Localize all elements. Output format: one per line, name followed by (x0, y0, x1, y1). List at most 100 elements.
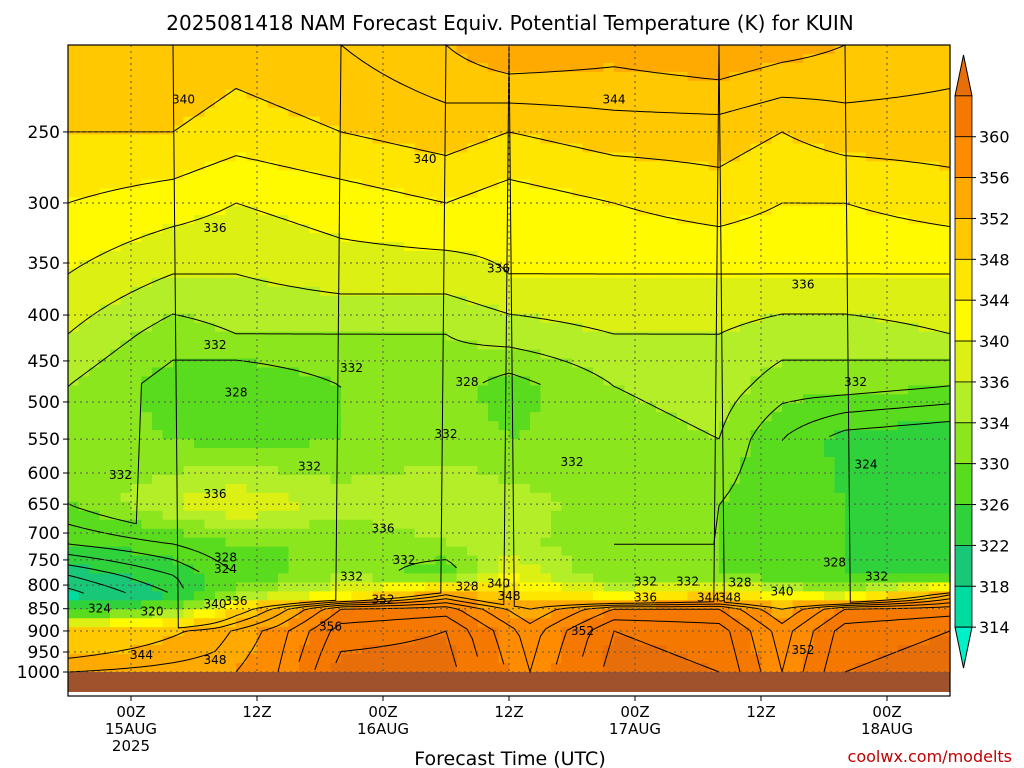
field-cell (299, 116, 311, 127)
field-cell (425, 286, 437, 297)
field-cell (635, 89, 647, 100)
field-cell (257, 340, 269, 351)
field-cell (236, 483, 248, 494)
field-cell (425, 385, 437, 395)
field-cell (330, 358, 342, 369)
field-cell (320, 45, 332, 55)
field-cell (236, 340, 248, 351)
field-cell (120, 242, 132, 252)
field-cell (309, 564, 321, 575)
field-cell (120, 277, 132, 288)
field-cell (824, 242, 836, 252)
field-cell (918, 331, 930, 342)
field-cell (813, 170, 825, 180)
field-cell (278, 573, 290, 584)
field-cell (876, 421, 888, 431)
field-cell (740, 519, 752, 530)
field-cell (771, 53, 783, 64)
field-cell (225, 161, 237, 171)
field-cell (918, 457, 930, 467)
field-cell (813, 98, 825, 109)
field-cell (803, 394, 815, 404)
field-cell (215, 385, 227, 395)
field-cell (288, 322, 300, 333)
field-cell (78, 555, 90, 566)
field-cell (498, 251, 510, 261)
field-cell (257, 421, 269, 431)
field-cell (519, 358, 531, 369)
field-cell (530, 421, 542, 431)
field-cell (729, 197, 741, 207)
field-cell (698, 251, 710, 261)
field-cell (141, 152, 153, 163)
field-cell (603, 98, 615, 109)
field-cell (530, 492, 542, 503)
field-cell (383, 259, 395, 270)
field-cell (278, 206, 290, 216)
field-cell (677, 412, 689, 422)
field-cell (698, 188, 710, 198)
field-cell (897, 358, 909, 369)
field-cell (78, 215, 90, 225)
field-cell (89, 519, 101, 530)
field-cell (593, 537, 605, 548)
field-cell (498, 439, 510, 449)
field-cell (141, 134, 153, 145)
field-cell (68, 251, 80, 261)
field-cell (288, 170, 300, 180)
field-cell (467, 403, 479, 413)
field-cell (845, 313, 857, 324)
field-cell (414, 474, 426, 485)
field-cell (183, 412, 195, 422)
field-cell (551, 71, 563, 82)
field-cell (204, 161, 216, 171)
field-cell (330, 242, 342, 252)
field-cell (393, 45, 405, 55)
field-cell (824, 179, 836, 189)
field-cell (435, 474, 447, 485)
field-cell (183, 53, 195, 64)
field-cell (435, 430, 447, 440)
field-cell (677, 259, 689, 270)
field-cell (414, 358, 426, 369)
field-cell (215, 546, 227, 557)
field-cell (278, 367, 290, 378)
field-cell (813, 439, 825, 449)
field-cell (477, 439, 489, 449)
field-cell (614, 465, 626, 476)
field-cell (761, 448, 773, 458)
field-cell (383, 546, 395, 557)
field-cell (572, 349, 584, 360)
field-cell (540, 457, 552, 467)
field-cell (236, 385, 248, 395)
field-cell (467, 519, 479, 530)
field-cell (183, 125, 195, 136)
field-cell (939, 331, 951, 342)
field-cell (435, 421, 447, 431)
field-cell (446, 197, 458, 207)
field-cell (309, 367, 321, 378)
field-cell (383, 277, 395, 288)
field-cell (404, 125, 416, 136)
field-cell (509, 340, 521, 351)
field-cell (645, 474, 657, 485)
field-cell (719, 71, 731, 82)
field-cell (477, 62, 489, 73)
field-cell (152, 277, 164, 288)
field-cell (918, 233, 930, 243)
field-cell (750, 45, 762, 55)
field-cell (477, 501, 489, 512)
field-cell (929, 537, 941, 548)
field-cell (635, 421, 647, 431)
field-cell (897, 546, 909, 557)
field-cell (887, 304, 899, 315)
field-cell (813, 421, 825, 431)
field-cell (561, 143, 573, 154)
field-cell (677, 134, 689, 145)
field-cell (582, 555, 594, 566)
field-cell (677, 197, 689, 207)
field-cell (876, 116, 888, 127)
field-cell (309, 98, 321, 109)
field-cell (666, 134, 678, 145)
field-cell (467, 224, 479, 234)
